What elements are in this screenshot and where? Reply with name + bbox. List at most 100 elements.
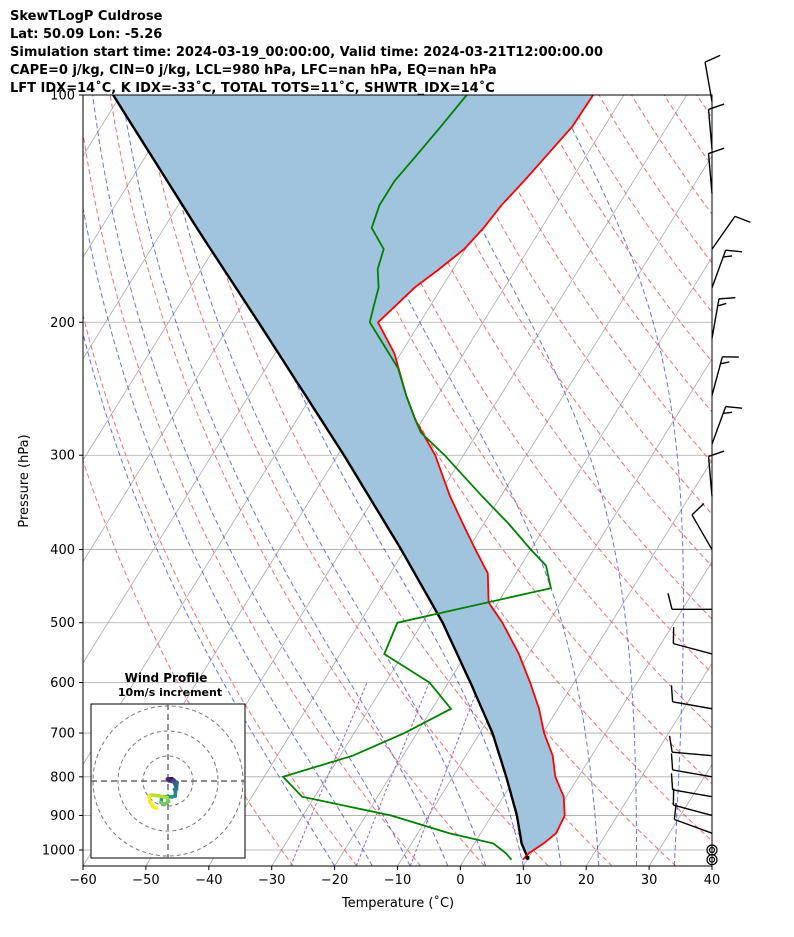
cape-cin-shading: [113, 95, 594, 860]
dry-adiabat-line: [109, 95, 485, 866]
moist-adiabat-line: [92, 95, 411, 866]
barb-flag: [723, 255, 733, 258]
moist-adiabat-line: [83, 331, 336, 866]
barb-staff: [673, 804, 713, 817]
chart-times: Simulation start time: 2024-03-19_00:00:…: [10, 45, 603, 60]
y-tick-label: 1000: [42, 844, 75, 859]
barb-staff: [672, 751, 713, 757]
y-tick-label: 900: [50, 809, 75, 824]
hodograph-ring: [117, 730, 219, 832]
barb-flag: [670, 773, 674, 790]
barb-staff: [672, 701, 713, 710]
barb-flag: [670, 753, 674, 770]
barb-flag: [734, 215, 751, 223]
x-tick-label: −20: [321, 873, 348, 888]
hodograph-segment: [151, 805, 159, 810]
calm-circle-inner: [708, 846, 716, 854]
x-tick-label: −10: [384, 873, 411, 888]
dry-adiabat-line: [663, 95, 712, 167]
isotherm-line: [648, 763, 712, 866]
moist-adiabat-line: [419, 95, 637, 866]
calm-circle: [706, 844, 718, 856]
temperature-line: [376, 95, 594, 861]
barb-staff: [707, 109, 713, 150]
x-tick-label: −40: [195, 873, 222, 888]
barb-flag: [667, 593, 673, 610]
moist-adiabat-line: [121, 95, 449, 866]
y-tick-label: 300: [50, 449, 75, 464]
chart-header: SkewTLogP Culdrose Lat: 50.09 Lon: -5.26…: [10, 8, 603, 98]
wind-barb: [670, 753, 713, 778]
mixing-ratio-line: [290, 682, 368, 866]
wind-barb: [711, 249, 743, 288]
barb-flag: [668, 735, 673, 753]
wind-barbs: [667, 54, 751, 866]
moist-adiabat-line: [198, 95, 524, 866]
dry-adiabat-line: [207, 95, 677, 866]
barb-flag: [717, 302, 727, 307]
mixing-ratio-line: [409, 682, 481, 866]
hodograph-title: Wind Profile: [125, 671, 208, 685]
dry-adiabat-line: [500, 95, 712, 413]
x-tick-label: 40: [704, 873, 721, 888]
barb-staff: [704, 61, 713, 102]
x-tick-label: 20: [578, 873, 595, 888]
chart-location: Lat: 50.09 Lon: -5.26: [10, 27, 163, 42]
x-tick-label: 30: [641, 873, 658, 888]
barb-flag: [725, 405, 743, 409]
dry-adiabat-line: [435, 95, 712, 515]
x-tick-label: 0: [456, 873, 464, 888]
surface-parcel-marker: [525, 855, 530, 860]
wind-barb: [668, 735, 713, 757]
wind-barb: [704, 54, 721, 102]
dewpoint-line: [281, 95, 552, 861]
barb-flag: [725, 249, 743, 253]
dry-adiabat-line: [468, 95, 712, 464]
barb-staff: [707, 456, 713, 497]
dry-adiabat-line: [533, 95, 712, 363]
barb-staff: [711, 356, 724, 396]
barb-staff: [711, 215, 736, 250]
chart-title: SkewTLogP Culdrose: [10, 9, 163, 24]
moist-adiabat-line: [156, 95, 487, 866]
wind-barb: [711, 297, 736, 339]
wind-barb: [667, 593, 712, 611]
dry-adiabat-line: [402, 95, 712, 568]
x-tick-label: −30: [258, 873, 285, 888]
barb-staff: [711, 298, 720, 339]
dry-adiabat-line: [83, 313, 358, 866]
x-axis-label: Temperature (˚C): [341, 895, 454, 911]
isotherm-line: [271, 155, 712, 866]
wind-barb: [706, 844, 718, 856]
barb-flag: [720, 361, 730, 365]
moist-adiabat-line: [323, 95, 600, 866]
barb-staff: [674, 818, 713, 834]
x-tick-label: 10: [515, 873, 532, 888]
isotherm-line: [208, 95, 688, 866]
barb-staff: [672, 789, 713, 798]
wind-barb: [672, 627, 713, 655]
barb-staff: [707, 153, 713, 194]
barb-flag: [708, 147, 725, 155]
dry-adiabat-line: [83, 459, 294, 866]
parcel-profile-line: [112, 95, 530, 861]
isotherm-line: [397, 357, 712, 866]
wind-barb: [672, 788, 713, 817]
isotherm-line: [334, 256, 712, 866]
x-tick-label: −60: [69, 873, 96, 888]
wind-barb: [707, 103, 725, 150]
barb-flag: [704, 54, 721, 63]
barb-flag: [723, 411, 733, 414]
dry-adiabat-line: [337, 95, 712, 674]
dry-adiabat-line: [598, 95, 712, 264]
y-tick-label: 800: [50, 770, 75, 785]
barb-staff: [711, 249, 727, 288]
y-tick-label: 600: [50, 676, 75, 691]
dry-adiabat-line: [762, 95, 794, 866]
y-tick-label: 200: [50, 316, 75, 331]
barb-flag: [708, 450, 725, 458]
x-tick-label: −50: [132, 873, 159, 888]
dry-adiabat-line: [305, 95, 712, 729]
